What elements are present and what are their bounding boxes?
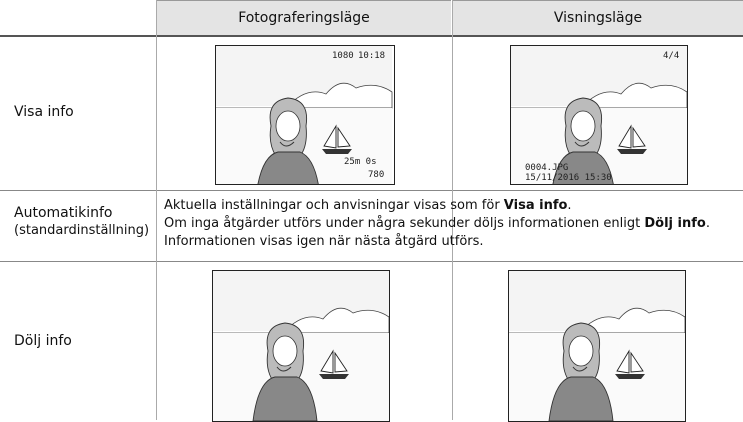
row-label: Automatikinfo (standardinställning)	[14, 204, 149, 240]
overlay-text: 0004.JPG	[525, 163, 568, 173]
rule	[0, 190, 743, 191]
overlay-text: 15/11/2016 15:30	[525, 173, 612, 183]
overlay-text: 780	[368, 170, 384, 180]
text-run: Dölj info	[644, 216, 706, 231]
description: Aktuella inställningar och anvisningar v…	[164, 197, 710, 251]
overlay-text: 25m 0s	[344, 157, 377, 167]
column-header: Visningsläge	[453, 0, 743, 35]
rule	[0, 261, 743, 262]
label-line: (standardinställning)	[14, 223, 150, 238]
screen-image	[212, 270, 390, 422]
description-line: Informationen visas igen när nästa åtgär…	[164, 233, 710, 251]
row-label: Visa info	[14, 104, 74, 120]
rule	[156, 0, 157, 420]
overlay-text: 4/4	[663, 51, 679, 61]
rule	[0, 35, 743, 37]
text-run: Om inga åtgärder utförs under några seku…	[164, 216, 645, 231]
text-run: .	[705, 216, 710, 231]
rule	[452, 0, 453, 420]
text-run: Informationen visas igen när nästa åtgär…	[164, 234, 484, 249]
overlay-text: 10:18	[358, 51, 385, 61]
screen-image	[508, 270, 686, 422]
text-run: Visa info	[503, 198, 568, 213]
text-run: .	[567, 198, 572, 213]
screen-image: 4/4 0004.JPG 15/11/2016 15:30	[510, 45, 688, 185]
overlay-text: 1080	[332, 51, 354, 61]
column-header: Fotograferingsläge	[157, 0, 451, 35]
description-line: Om inga åtgärder utförs under några seku…	[164, 215, 710, 233]
description-line: Aktuella inställningar och anvisningar v…	[164, 197, 710, 215]
row-label: Dölj info	[14, 333, 72, 349]
text-run: Aktuella inställningar och anvisningar v…	[164, 198, 504, 213]
label-line: Automatikinfo	[14, 205, 113, 221]
screen-image: 1080 10:18 25m 0s 780	[215, 45, 395, 185]
